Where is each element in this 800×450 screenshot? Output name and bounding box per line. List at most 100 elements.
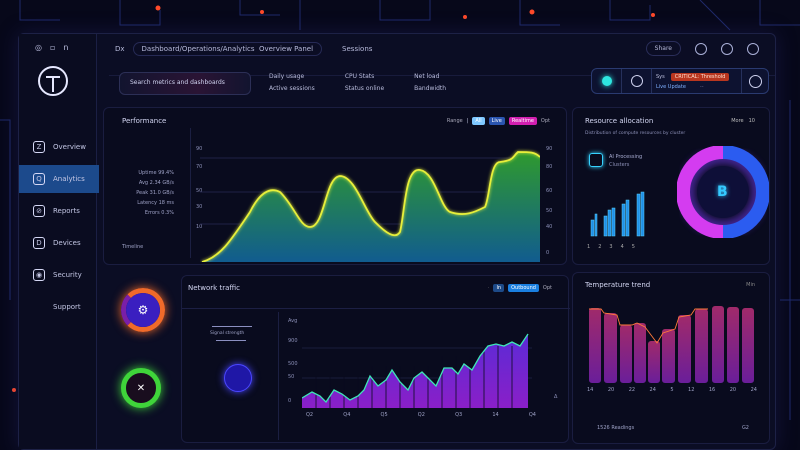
overview-icon: Z bbox=[33, 141, 45, 153]
x-tick: 5 bbox=[631, 244, 635, 250]
x-tick: 22 bbox=[628, 387, 636, 393]
divider bbox=[278, 312, 279, 440]
sidebar: ◎ ▫ n Z Overview Q Analytics ⊘ Reports D… bbox=[19, 34, 99, 449]
legend-outbound[interactable]: Outbound bbox=[508, 284, 539, 292]
x-tick: 24 bbox=[750, 387, 757, 393]
x-tick: Q4 bbox=[528, 412, 536, 418]
y-tick-right: 50 bbox=[546, 208, 553, 214]
sidebar-item-label: Reports bbox=[53, 207, 80, 215]
sidebar-item-overview[interactable]: Z Overview bbox=[19, 133, 99, 161]
dashboard-window: ◎ ▫ n Z Overview Q Analytics ⊘ Reports D… bbox=[18, 33, 776, 450]
user-icon[interactable] bbox=[721, 42, 733, 55]
y-tick: 50 bbox=[288, 374, 295, 380]
search-placeholder: Search metrics and dashboards bbox=[130, 79, 225, 86]
reports-icon: ⊘ bbox=[33, 205, 45, 217]
chart-legend: · In Outbound Opt bbox=[488, 284, 552, 292]
side-stat: Errors 0.3% bbox=[144, 210, 174, 216]
y-tick: 30 bbox=[196, 204, 203, 210]
share-button[interactable]: Share bbox=[645, 41, 681, 56]
alert-badge: CRITICAL: Threshold bbox=[670, 72, 730, 81]
legend-realtime[interactable]: Realtime bbox=[508, 117, 537, 125]
x-tick: Q5 bbox=[380, 412, 388, 418]
legend-options[interactable]: Opt bbox=[542, 285, 552, 291]
power-icon bbox=[748, 74, 762, 88]
legend-range[interactable]: Range bbox=[446, 118, 463, 124]
y-tick-right: Δ bbox=[554, 394, 558, 400]
resource-bar-chart[interactable] bbox=[589, 188, 659, 238]
refresh-icon[interactable] bbox=[695, 42, 707, 55]
menu-icon[interactable]: n bbox=[63, 43, 69, 52]
gauge-line bbox=[216, 340, 246, 341]
close-icon[interactable]: ✕ bbox=[121, 368, 161, 408]
donut-center-label: B bbox=[717, 184, 728, 200]
y-tick: 500 bbox=[288, 361, 298, 367]
resource-donut-chart[interactable] bbox=[677, 146, 769, 238]
kpi-row: Daily usage Active sessions CPU Stats St… bbox=[269, 73, 446, 97]
breadcrumb-path[interactable]: Dashboard/Operations/Analytics Overview … bbox=[132, 42, 323, 56]
legend-dot: · bbox=[487, 285, 490, 291]
ai-icon bbox=[589, 153, 603, 167]
status-cell[interactable] bbox=[742, 69, 768, 93]
breadcrumb-path-label: Dashboard/Operations/Analytics bbox=[141, 45, 255, 53]
network-icon[interactable] bbox=[224, 364, 252, 392]
menu-label: More bbox=[731, 118, 744, 124]
sidebar-item-devices[interactable]: D Devices bbox=[19, 229, 99, 257]
devices-icon: D bbox=[33, 237, 45, 249]
heart-icon bbox=[601, 76, 612, 86]
top-bar: Dx Dashboard/Operations/Analytics Overvi… bbox=[109, 34, 775, 76]
app-icon[interactable]: ◎ bbox=[35, 43, 42, 52]
resource-panel: Resource allocation More 10 Distribution… bbox=[572, 107, 770, 265]
menu-count: 10 bbox=[748, 118, 755, 124]
x-axis-labels: Q2 Q4 Q5 Q2 Q3 14 Q4 bbox=[306, 412, 536, 418]
kpi-value: Active sessions bbox=[269, 85, 315, 92]
performance-area-chart[interactable] bbox=[200, 132, 540, 262]
live-update-value: -- bbox=[699, 83, 704, 90]
sidebar-item-analytics[interactable]: Q Analytics bbox=[19, 165, 99, 193]
side-footer: Timeline bbox=[122, 244, 144, 250]
tab-sessions[interactable]: Sessions bbox=[342, 45, 373, 53]
side-stat: Peak 31.0 GB/s bbox=[136, 190, 174, 196]
x-tick: 20 bbox=[607, 387, 615, 393]
panel-menu[interactable]: Min bbox=[746, 282, 755, 288]
analytics-icon: Q bbox=[33, 173, 45, 185]
status-cell[interactable] bbox=[592, 69, 622, 93]
status-cell[interactable] bbox=[622, 69, 652, 93]
legend-all[interactable]: All bbox=[472, 117, 485, 125]
legend-title: AI Processing bbox=[609, 154, 643, 160]
sidebar-item-label: Overview bbox=[53, 143, 86, 151]
kpi-label: CPU Stats bbox=[344, 73, 375, 80]
window-icon[interactable]: ▫ bbox=[49, 43, 56, 52]
y-tick: Avg bbox=[288, 318, 298, 324]
x-tick: 20 bbox=[729, 387, 737, 393]
kpi-label: Daily usage bbox=[269, 73, 305, 80]
x-tick: 14 bbox=[587, 387, 594, 393]
y-tick: 70 bbox=[196, 164, 203, 170]
panel-title: Resource allocation bbox=[585, 117, 654, 125]
search-input[interactable]: Search metrics and dashboards bbox=[119, 72, 251, 95]
sidebar-item-security[interactable]: ◉ Security bbox=[19, 261, 99, 289]
breadcrumb-pill-label: Overview Panel bbox=[258, 45, 314, 53]
cpu-ring[interactable] bbox=[121, 288, 165, 332]
x-tick: 5 bbox=[670, 387, 674, 393]
side-stat: Avg 2.34 GB/s bbox=[138, 180, 174, 186]
settings-icon[interactable] bbox=[747, 42, 759, 55]
legend-live[interactable]: Live bbox=[488, 117, 505, 125]
top-actions: Share bbox=[645, 41, 759, 56]
sidebar-item-support[interactable]: Support bbox=[19, 293, 99, 321]
temperature-bar-chart[interactable] bbox=[587, 303, 757, 383]
y-tick-right: 80 bbox=[546, 164, 553, 170]
x-tick: 24 bbox=[649, 387, 656, 393]
sidebar-item-reports[interactable]: ⊘ Reports bbox=[19, 197, 99, 225]
side-stat: Uptime 99.4% bbox=[138, 170, 174, 176]
panel-menu[interactable]: More 10 bbox=[731, 118, 755, 124]
bar-x-labels: 1 2 3 4 5 bbox=[587, 244, 635, 250]
x-tick: 14 bbox=[492, 412, 499, 418]
legend-options[interactable]: Opt bbox=[540, 118, 550, 124]
side-stats: Uptime 99.4% Avg 2.34 GB/s Peak 31.0 GB/… bbox=[122, 168, 174, 218]
sidebar-item-label: Devices bbox=[53, 239, 81, 247]
y-tick-right: 60 bbox=[546, 188, 553, 194]
network-traffic-chart[interactable] bbox=[302, 316, 532, 408]
logo-icon bbox=[38, 66, 68, 96]
status-widget: Sys CRITICAL: Threshold Live Update -- bbox=[591, 68, 769, 94]
legend-in[interactable]: In bbox=[493, 284, 505, 292]
